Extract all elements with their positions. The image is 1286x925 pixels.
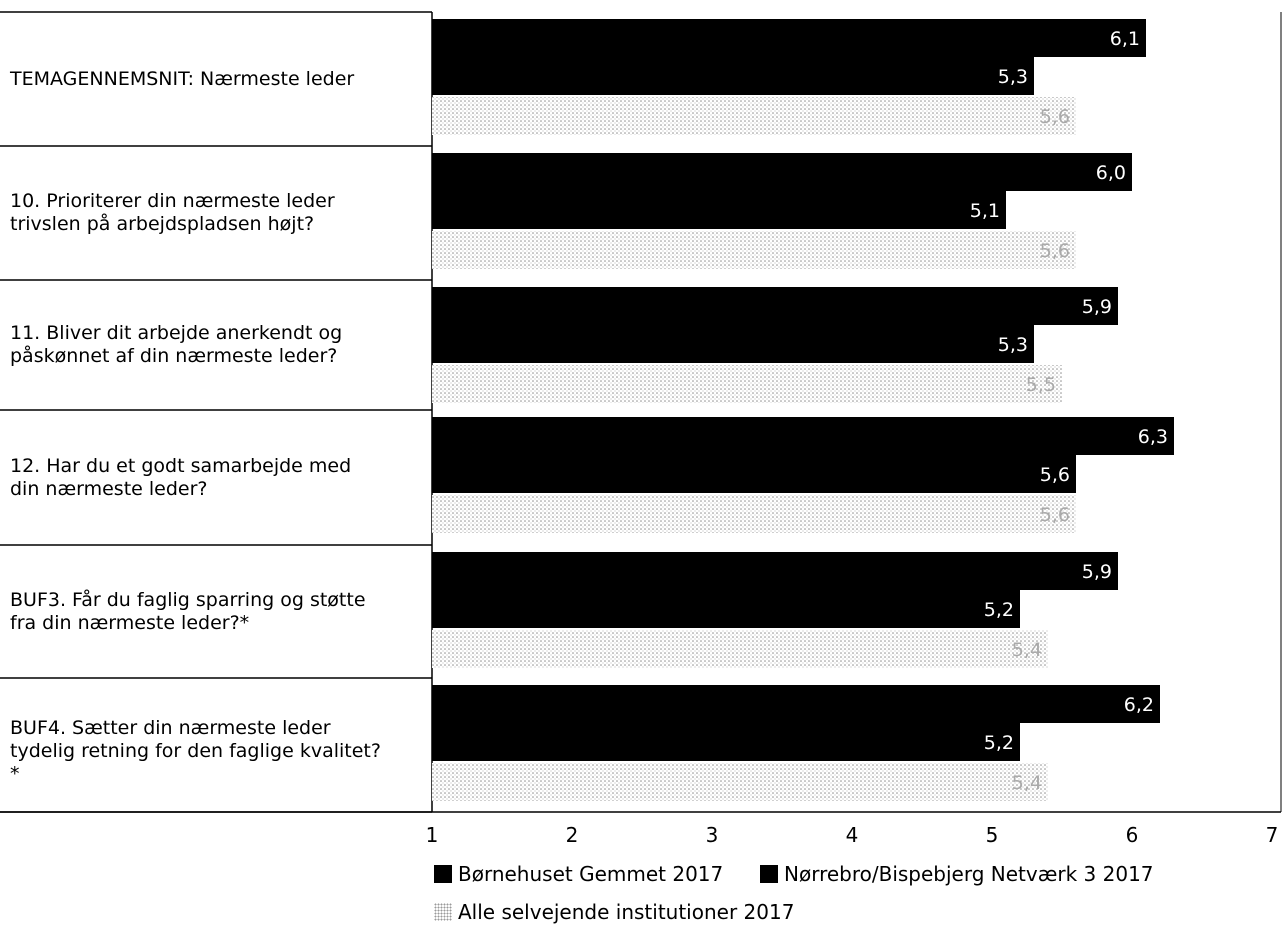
category-label-1: TEMAGENNEMSNIT: Nærmeste leder <box>10 67 355 90</box>
bar-value-label-s1-c5: 5,9 <box>1082 561 1112 583</box>
category-label-3: 11. Bliver dit arbejde anerkendt og påsk… <box>10 322 343 367</box>
bar-value-label-s1-c2: 6,0 <box>1096 162 1126 184</box>
bar-value-label-s3-c4: 5,6 <box>1040 504 1070 526</box>
legend-swatch-3 <box>434 903 452 921</box>
legend-label-1: Børnehuset Gemmet 2017 <box>458 862 724 886</box>
bar-value-label-s1-c3: 5,9 <box>1082 296 1112 318</box>
x-tick-label-3: 3 <box>706 823 719 847</box>
bar-s2-c6 <box>432 723 1020 761</box>
bar-s1-c5 <box>432 552 1118 590</box>
bar-s3-c6 <box>432 763 1048 801</box>
category-label-5: BUF3. Får du faglig sparring og støtte f… <box>10 588 366 634</box>
bar-value-label-s3-c6: 5,4 <box>1012 772 1042 794</box>
bar-value-label-s2-c2: 5,1 <box>970 200 1000 222</box>
bar-s1-c6 <box>432 685 1160 723</box>
bar-s3-c2 <box>432 231 1076 269</box>
legend-label-3: Alle selvejende institutioner 2017 <box>458 900 795 924</box>
bar-value-label-s2-c3: 5,3 <box>998 334 1028 356</box>
x-tick-label-4: 4 <box>846 823 859 847</box>
bar-s2-c3 <box>432 325 1034 363</box>
bar-value-label-s2-c4: 5,6 <box>1040 464 1070 486</box>
bar-s1-c4 <box>432 417 1174 455</box>
x-tick-label-1: 1 <box>426 823 439 847</box>
bar-s2-c4 <box>432 455 1076 493</box>
bar-s3-c4 <box>432 495 1076 533</box>
bar-s3-c1 <box>432 97 1076 135</box>
bar-value-label-s3-c1: 5,6 <box>1040 106 1070 128</box>
legend-swatch-2 <box>760 865 778 883</box>
bar-value-label-s2-c1: 5,3 <box>998 66 1028 88</box>
bar-value-label-s3-c2: 5,6 <box>1040 240 1070 262</box>
category-label-2: 10. Prioriterer din nærmeste leder trivs… <box>10 190 335 235</box>
bar-value-label-s1-c1: 6,1 <box>1110 28 1140 50</box>
bar-s3-c5 <box>432 630 1048 668</box>
bar-s2-c2 <box>432 191 1006 229</box>
category-label-6: BUF4. Sætter din nærmeste leder tydelig … <box>10 716 381 785</box>
legend-item-3: Alle selvejende institutioner 2017 <box>434 900 794 924</box>
bar-value-label-s2-c5: 5,2 <box>984 599 1014 621</box>
bar-s1-c3 <box>432 287 1118 325</box>
bar-s1-c1 <box>432 19 1146 57</box>
bar-value-label-s3-c3: 5,5 <box>1026 374 1056 396</box>
legend-item-1: Børnehuset Gemmet 2017 <box>434 862 723 886</box>
legend-label-2: Nørrebro/Bispebjerg Netværk 3 2017 <box>784 862 1154 886</box>
x-tick-label-5: 5 <box>986 823 999 847</box>
bar-value-label-s1-c4: 6,3 <box>1138 426 1168 448</box>
x-tick-label-6: 6 <box>1126 823 1139 847</box>
legend-swatch-1 <box>434 865 452 883</box>
bar-s3-c3 <box>432 365 1062 403</box>
bar-value-label-s1-c6: 6,2 <box>1124 694 1154 716</box>
bar-s1-c2 <box>432 153 1132 191</box>
bar-value-label-s2-c6: 5,2 <box>984 732 1014 754</box>
legend-item-2: Nørrebro/Bispebjerg Netværk 3 2017 <box>760 862 1154 886</box>
bar-s2-c5 <box>432 590 1020 628</box>
bar-s2-c1 <box>432 57 1034 95</box>
x-tick-label-7: 7 <box>1266 823 1279 847</box>
x-tick-label-2: 2 <box>566 823 579 847</box>
bar-value-label-s3-c5: 5,4 <box>1012 639 1042 661</box>
category-label-4: 12. Har du et godt samarbejde med din næ… <box>10 454 352 500</box>
